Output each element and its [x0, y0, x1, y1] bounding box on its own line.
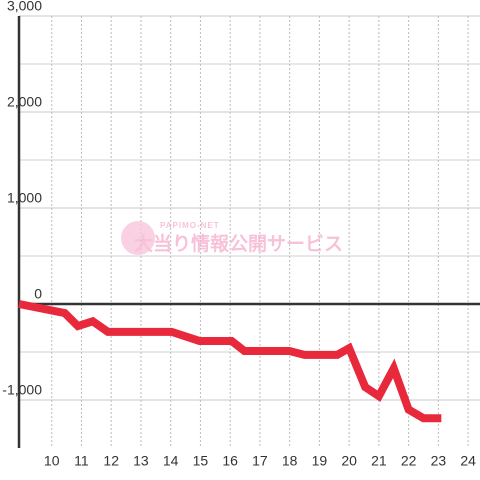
watermark-text: 大当り情報公開サービス — [134, 232, 343, 255]
x-tick-label: 16 — [222, 453, 238, 469]
y-tick-label: 2,000 — [7, 94, 42, 110]
x-tick-label: 13 — [133, 453, 149, 469]
x-tick-label: 17 — [252, 453, 268, 469]
x-tick-label: 18 — [282, 453, 298, 469]
x-tick-label: 10 — [44, 453, 60, 469]
x-tick-label: 14 — [163, 453, 179, 469]
watermark: PAPIMO-NET 大当り情報公開サービス — [121, 221, 343, 255]
x-tick-label: 19 — [312, 453, 328, 469]
watermark-brand: PAPIMO-NET — [160, 221, 220, 230]
x-tick-label: 22 — [401, 453, 417, 469]
y-tick-label: 1,000 — [7, 190, 42, 206]
y-tick-label: 3,000 — [7, 0, 42, 14]
x-tick-label: 12 — [103, 453, 119, 469]
y-tick-label: 0 — [34, 286, 42, 302]
y-tick-label: -1,000 — [2, 382, 42, 398]
watermark-logo — [121, 221, 155, 255]
x-tick-label: 20 — [341, 453, 357, 469]
x-tick-label: 11 — [74, 453, 89, 469]
data-line — [18, 300, 442, 423]
x-tick-label: 21 — [371, 453, 387, 469]
x-tick-label: 24 — [460, 453, 476, 469]
x-tick-label: 23 — [431, 453, 447, 469]
x-tick-label: 15 — [193, 453, 209, 469]
